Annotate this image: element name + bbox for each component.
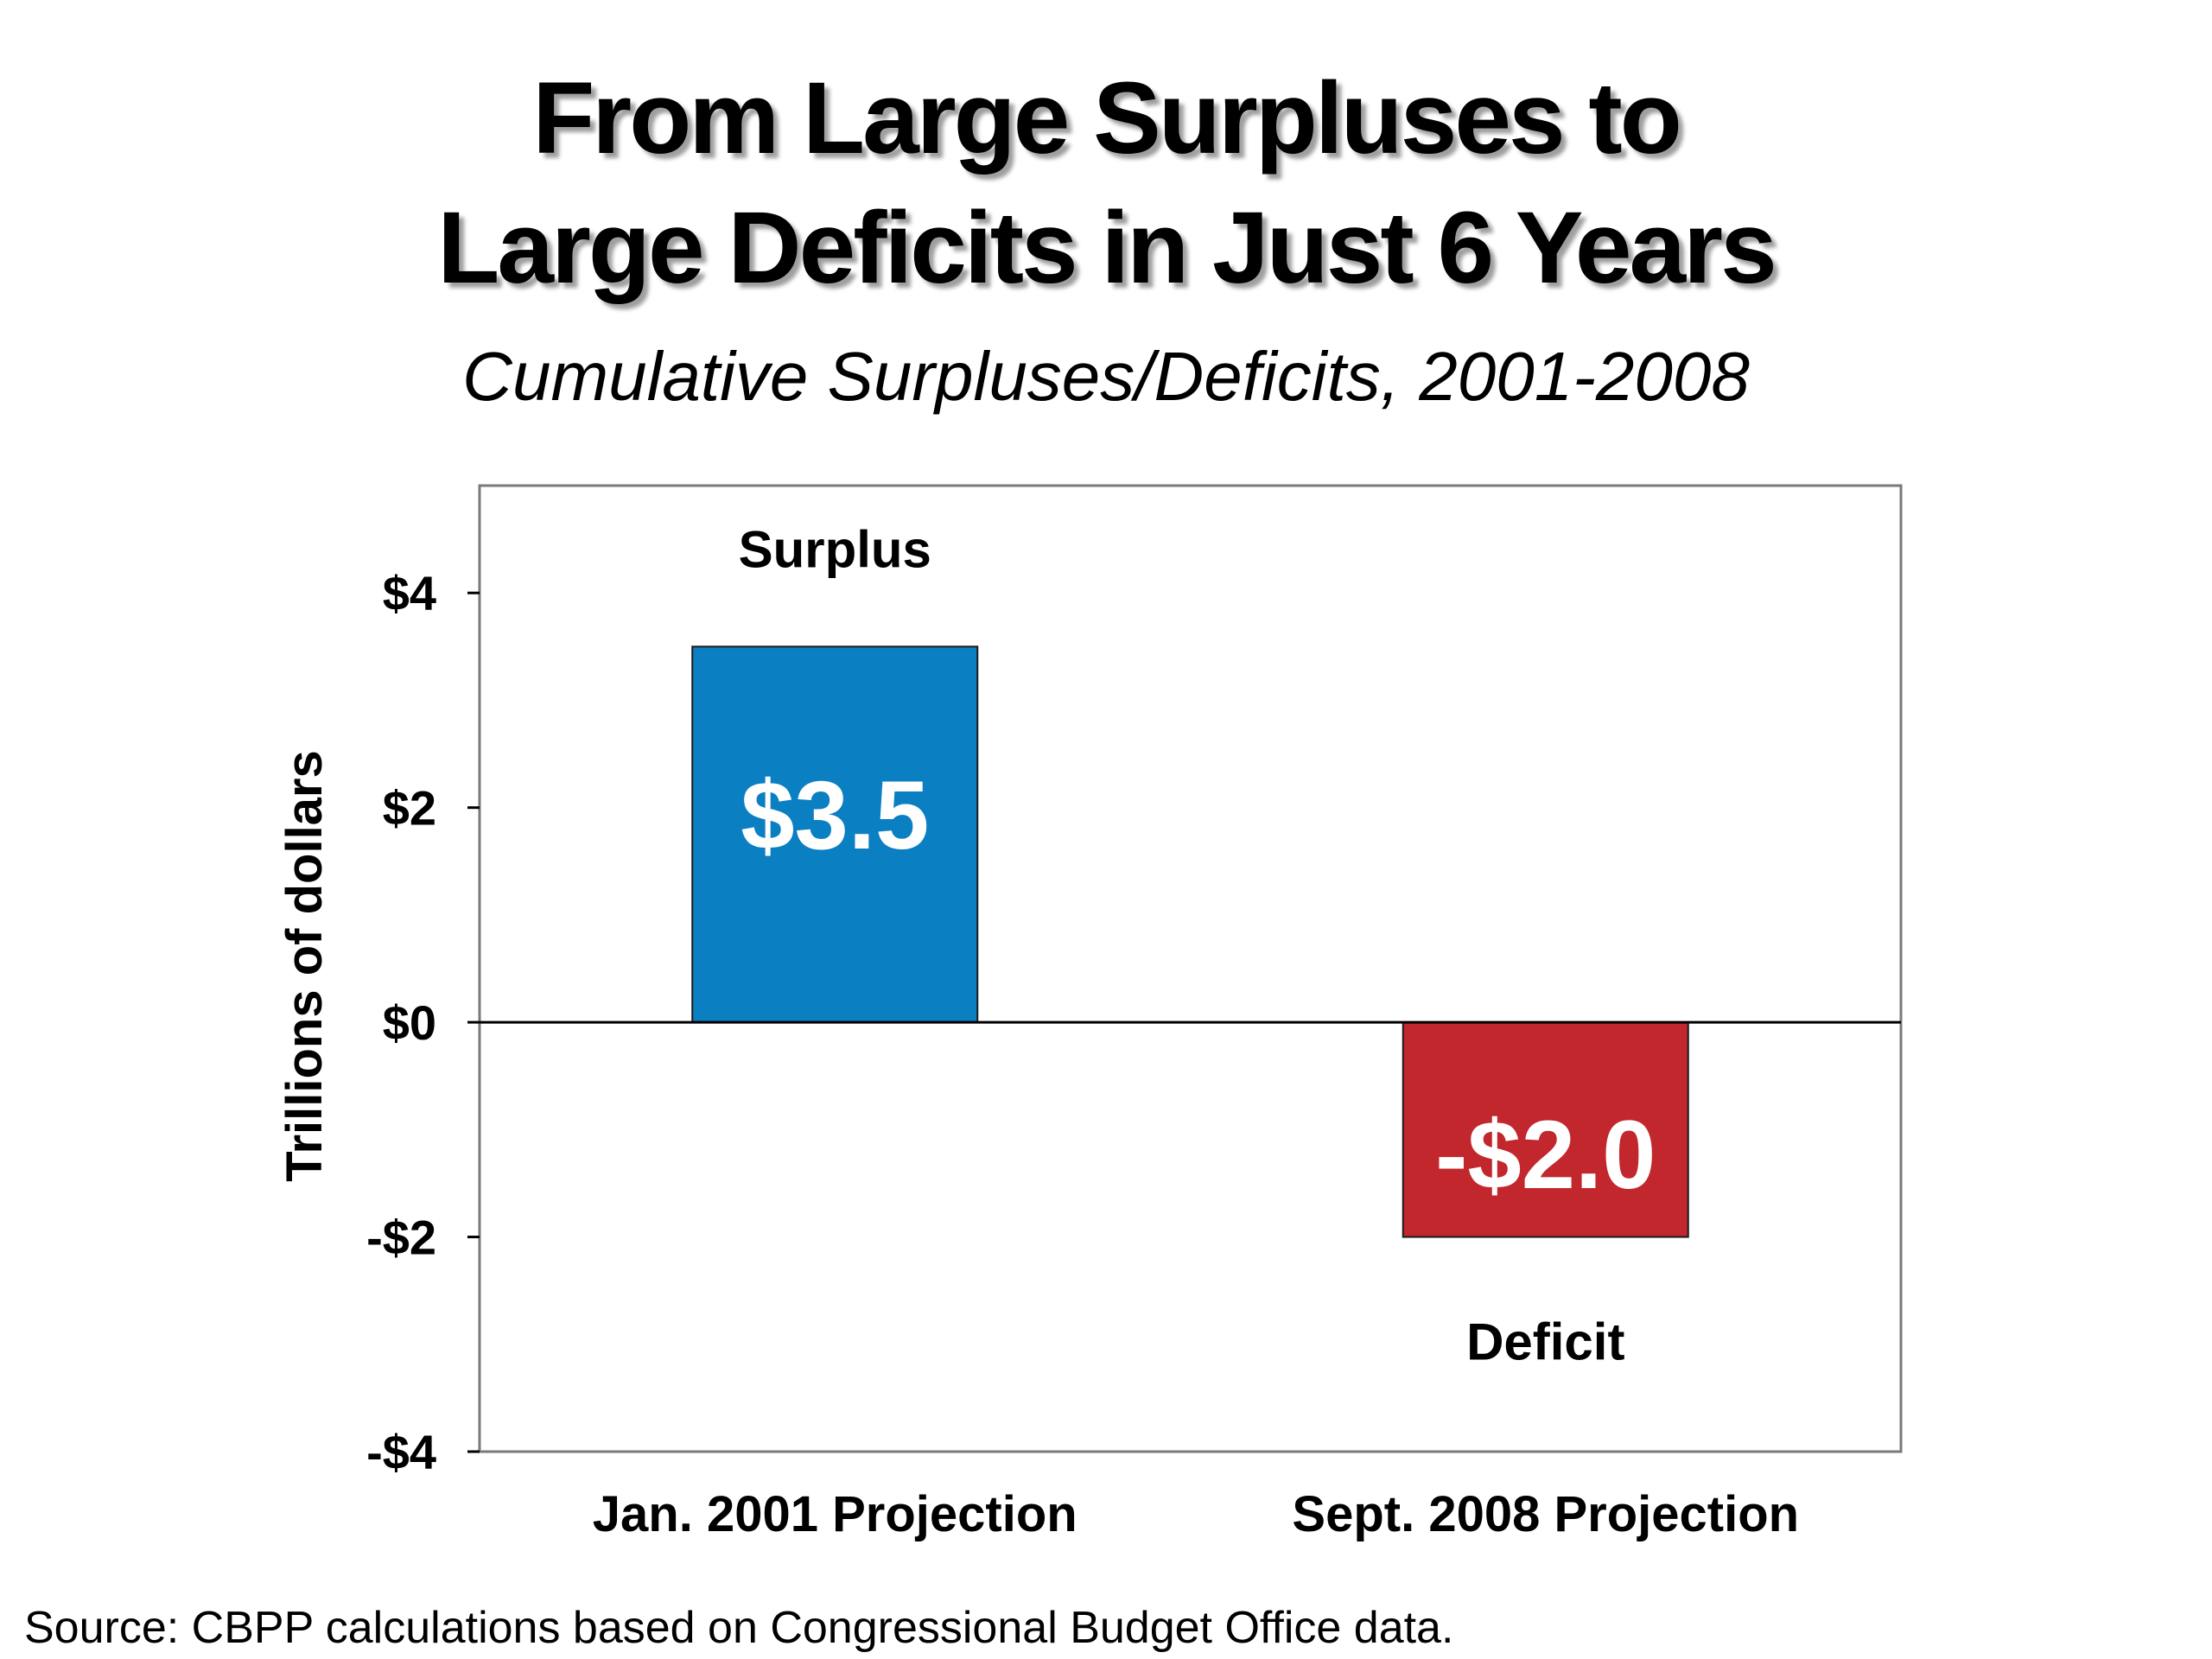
bar-annotation: Surplus (739, 520, 931, 578)
bar-annotation: Deficit (1466, 1313, 1624, 1371)
source-note: Source: CBPP calculations based on Congr… (24, 1603, 1454, 1653)
y-axis-label: Trillions of dollars (276, 750, 333, 1182)
y-tick-label: -$2 (366, 1211, 436, 1265)
chart-title-line-2: Large Deficits in Just 6 Years (437, 191, 1777, 305)
x-tick-label: Jan. 2001 Projection (593, 1486, 1077, 1542)
y-tick-label: $4 (383, 566, 436, 620)
bar-data-label: -$2.0 (1435, 1101, 1656, 1209)
bar-1 (691, 645, 979, 1024)
y-tick-label: $2 (383, 781, 436, 836)
y-tick-label: $0 (383, 995, 436, 1050)
chart-subtitle: Cumulative Surpluses/Deficits, 2001-2008 (462, 338, 1750, 415)
bar-data-label: $3.5 (741, 761, 929, 869)
x-tick-label: Sept. 2008 Projection (1292, 1486, 1799, 1542)
plot-frame (478, 484, 1903, 1453)
y-tick-label: -$4 (366, 1425, 436, 1479)
bar-2 (1402, 1021, 1689, 1238)
chart-title-line-1: From Large Surpluses to (532, 61, 1682, 175)
